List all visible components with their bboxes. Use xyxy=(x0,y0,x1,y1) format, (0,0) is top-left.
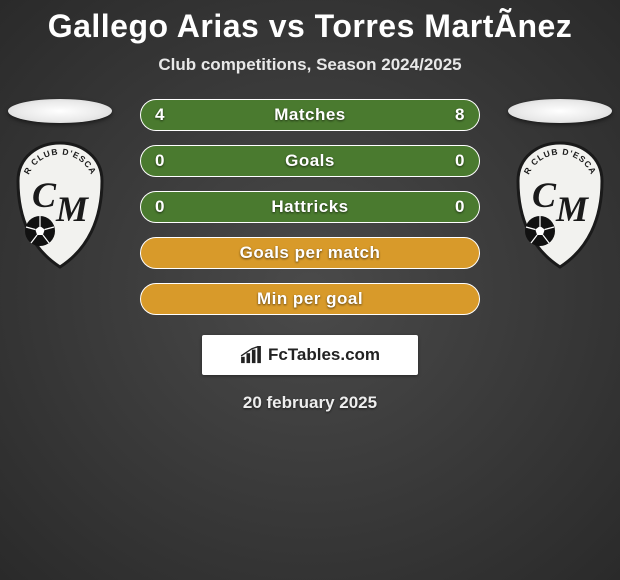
shield-icon: ER CLUB D'ESCAL C M xyxy=(10,139,110,269)
shield-icon: ER CLUB D'ESCAL C M xyxy=(510,139,610,269)
svg-text:C: C xyxy=(32,175,57,215)
stat-row: 4 Matches 8 xyxy=(140,99,480,131)
stat-row: Goals per match xyxy=(140,237,480,269)
watermark: FcTables.com xyxy=(202,335,418,375)
player-left-club-badge: ER CLUB D'ESCAL C M xyxy=(10,139,110,269)
stat-label: Min per goal xyxy=(257,289,363,309)
stat-label: Hattricks xyxy=(271,197,348,217)
stat-value-left: 0 xyxy=(155,151,165,171)
date-label: 20 february 2025 xyxy=(243,393,377,413)
stat-value-left: 4 xyxy=(155,105,165,125)
player-right-club-badge: ER CLUB D'ESCAL C M xyxy=(510,139,610,269)
stat-value-left: 0 xyxy=(155,197,165,217)
stat-row: Min per goal xyxy=(140,283,480,315)
stat-value-right: 8 xyxy=(455,105,465,125)
comparison-card: Gallego Arias vs Torres MartÃ­nez Club c… xyxy=(0,0,620,413)
stats-list: 4 Matches 8 0 Goals 0 0 Hattricks 0 Goals per mat… xyxy=(140,99,480,315)
bar-chart-icon xyxy=(240,346,262,364)
main-area: ER CLUB D'ESCAL C M 4 Matches 8 0 Goals 0 0 Hat… xyxy=(0,99,620,315)
watermark-text: FcTables.com xyxy=(268,345,380,365)
stat-value-right: 0 xyxy=(455,197,465,217)
stat-label: Goals per match xyxy=(240,243,381,263)
stat-label: Goals xyxy=(285,151,335,171)
stat-row: 0 Hattricks 0 xyxy=(140,191,480,223)
stat-value-right: 0 xyxy=(455,151,465,171)
player-left-slot: ER CLUB D'ESCAL C M xyxy=(8,99,112,269)
stat-row: 0 Goals 0 xyxy=(140,145,480,177)
svg-text:M: M xyxy=(55,189,90,229)
stat-label: Matches xyxy=(274,105,346,125)
player-right-photo-placeholder xyxy=(508,99,612,123)
player-right-slot: ER CLUB D'ESCAL C M xyxy=(508,99,612,269)
page-title: Gallego Arias vs Torres MartÃ­nez xyxy=(48,8,573,45)
page-subtitle: Club competitions, Season 2024/2025 xyxy=(158,55,461,75)
svg-text:C: C xyxy=(532,175,557,215)
player-left-photo-placeholder xyxy=(8,99,112,123)
svg-text:M: M xyxy=(555,189,590,229)
